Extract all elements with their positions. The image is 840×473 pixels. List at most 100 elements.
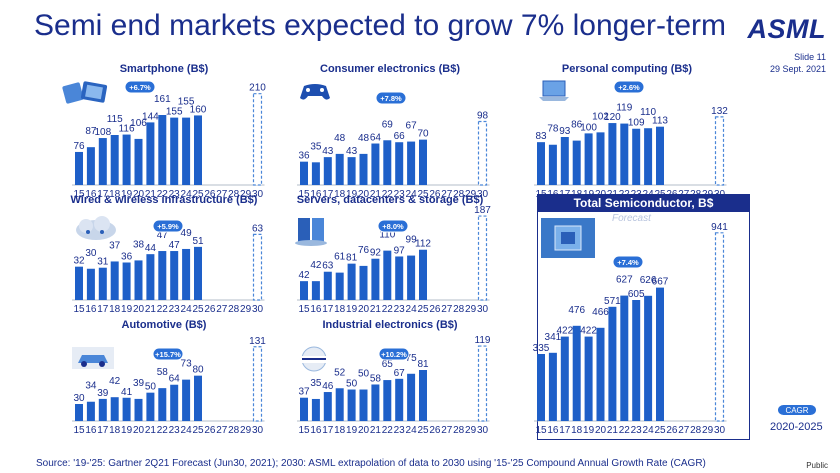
tick-label: 17 [97,189,109,200]
data-label: 73 [181,359,193,370]
data-label: 155 [178,97,195,108]
tick-label: 27 [216,425,228,436]
data-label: 144 [142,111,159,122]
data-label: 64 [169,374,181,385]
bar [75,266,83,300]
data-label: 626 [640,275,657,286]
bar [323,271,332,300]
tick-label: 25 [654,189,666,200]
tick-label: 23 [394,425,406,436]
laptop-icon [539,80,569,101]
tick-label: 17 [322,425,334,436]
tick-label: 19 [346,189,358,200]
tick-label: 18 [571,189,583,200]
tick-label: 17 [97,304,109,315]
bar [158,115,167,185]
tick-label: 25 [417,425,429,436]
tick-label: 27 [678,425,690,436]
tick-label: 29 [702,189,714,200]
cagr-badge-label: +15.7% [155,350,181,359]
bar [158,388,167,421]
bar [194,375,202,421]
tick-label: 17 [322,189,334,200]
data-label: 571 [604,296,621,307]
data-label: 43 [346,146,358,157]
bar [86,401,95,421]
bar [560,137,569,185]
tick-label: 18 [109,425,121,436]
bar-2030-projection [477,215,488,301]
cagr-badge [377,219,409,233]
tick-label: 20 [595,425,607,436]
tick-label: 24 [181,425,193,436]
tick-label: 27 [441,425,453,436]
bar [194,115,202,185]
data-label: 98 [477,110,489,121]
tick-label: 23 [394,304,406,315]
data-label: 30 [73,393,85,404]
data-label: 99 [406,235,418,246]
forecast-label: Forecast [612,213,651,224]
bar [395,378,404,421]
data-label: 36 [298,151,310,162]
bar [608,306,617,421]
bar [347,263,356,300]
data-label: 155 [166,107,183,118]
bar [110,261,119,300]
tick-label: 23 [631,425,643,436]
tick-label: 25 [654,425,666,436]
cagr-badge-label: +10.2% [381,350,407,359]
bar [146,254,155,300]
bar [656,287,664,421]
data-label: 81 [417,359,429,370]
bar [560,336,569,421]
tick-label: 28 [453,425,465,436]
tick-label: 25 [417,189,429,200]
bar [644,128,653,185]
bar [146,392,155,421]
data-label: 31 [97,257,109,268]
data-label: 39 [133,378,145,389]
data-label: 941 [711,222,728,233]
data-label: 42 [310,260,322,271]
bar [158,251,167,300]
tick-label: 30 [714,189,726,200]
data-label: 75 [406,353,418,364]
data-label: 667 [652,277,669,288]
data-label: 35 [310,378,322,389]
data-label: 116 [119,124,135,135]
bar [383,250,392,300]
game-controller-icon [300,84,330,100]
bar [182,117,191,185]
tick-label: 26 [666,189,678,200]
bar [584,336,593,421]
data-label: 32 [73,256,85,267]
data-label: 110 [379,230,395,241]
data-label: 50 [346,379,358,390]
bar [170,251,179,300]
tick-label: 21 [145,425,157,436]
bar [632,300,641,421]
tick-label: 30 [477,425,489,436]
cagr-badge [612,255,644,269]
cagr-badge-label: +7.8% [380,94,402,103]
data-label: 42 [298,270,310,281]
cagr-badge [375,91,407,105]
cagr-period-label: 2020-2025 [770,421,823,433]
chart-panel-6: Industrial electronics (B$) 37 15 35 16 46 17 5… [297,319,491,436]
data-label: 37 [109,240,121,251]
tick-label: 26 [429,304,441,315]
bar [359,153,368,185]
data-label: 160 [190,104,207,115]
bar [548,144,557,185]
tick-label: 16 [310,425,322,436]
tick-label: 30 [477,189,489,200]
bar [323,392,332,421]
bar [182,379,191,421]
tick-label: 24 [406,304,418,315]
data-label: 58 [370,373,382,384]
data-label: 86 [571,120,583,131]
tick-label: 23 [169,304,181,315]
bar [134,138,143,185]
data-label: 58 [157,367,169,378]
